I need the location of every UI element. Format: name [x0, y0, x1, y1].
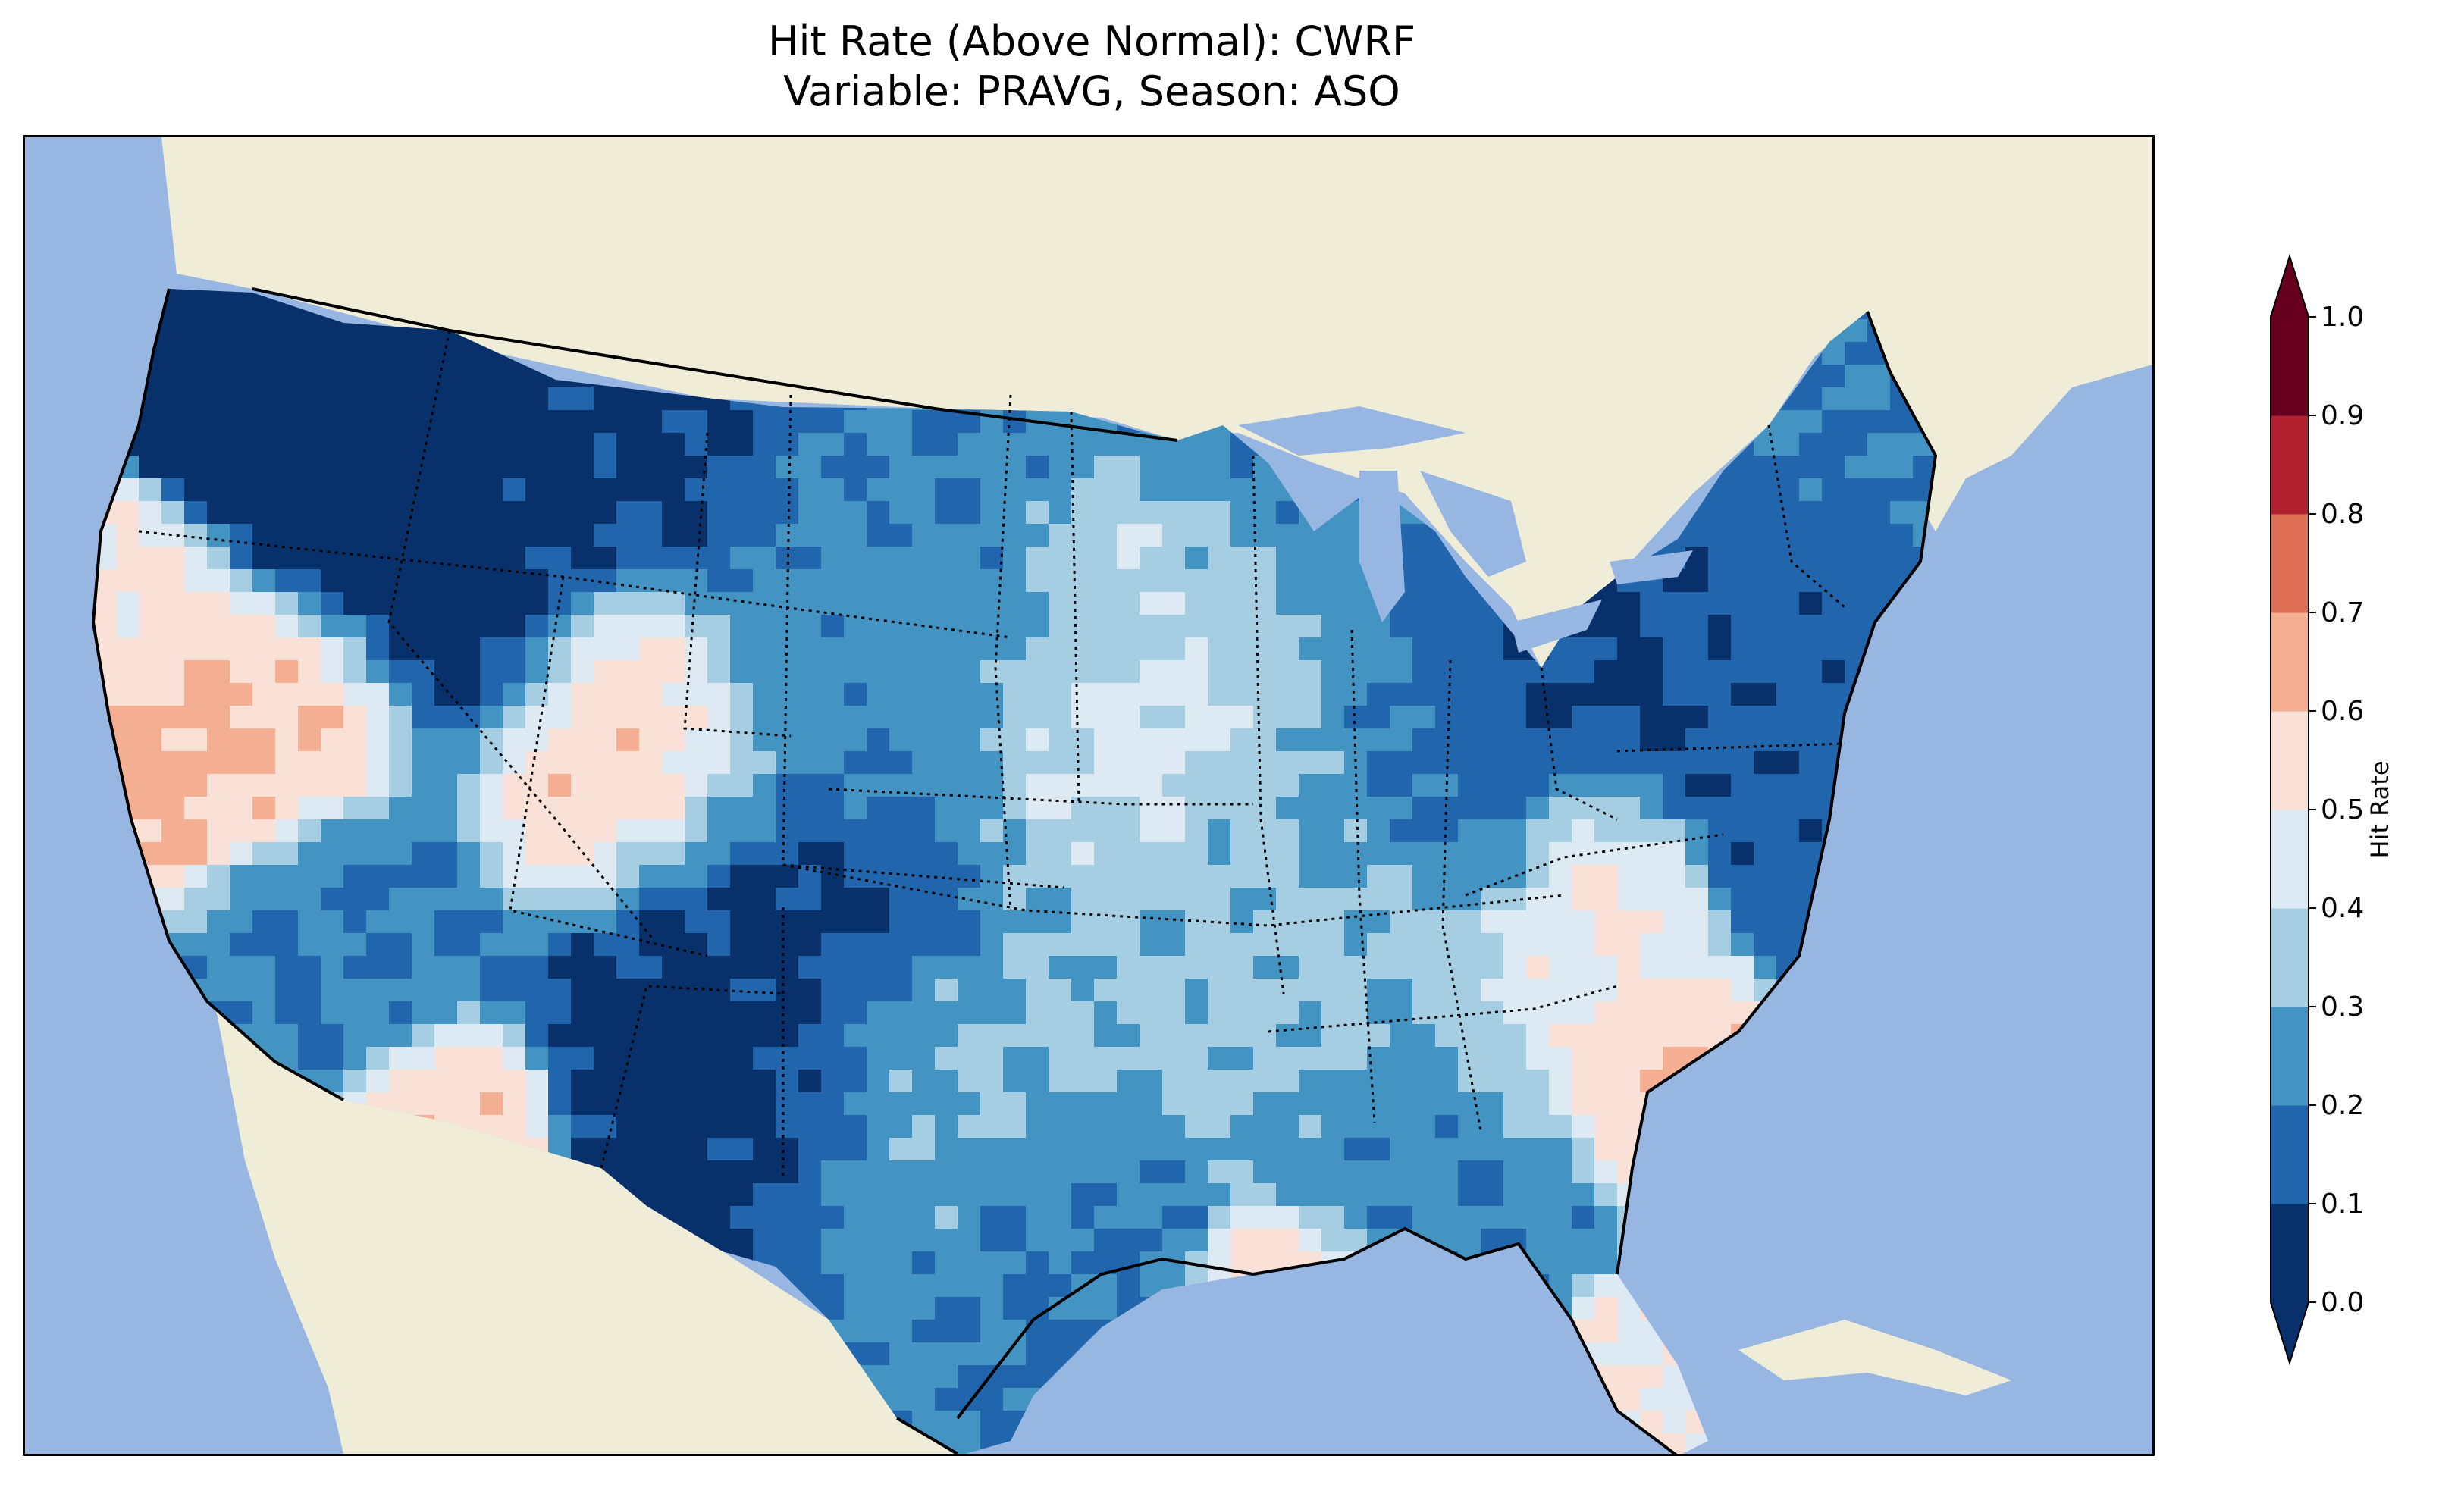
land-baja	[215, 1009, 381, 1380]
colorbar-bin-8	[2271, 415, 2309, 515]
colorbar-bin-4	[2271, 810, 2309, 909]
map-canvas	[91, 137, 2152, 1454]
colorbar-bin-3	[2271, 908, 2309, 1007]
colorbar-tick-label: 0.6	[2321, 696, 2364, 727]
land-canada	[161, 137, 2152, 668]
colorbar-tick-label: 0.8	[2321, 499, 2364, 530]
chart-title: Hit Rate (Above Normal): CWRF Variable: …	[23, 17, 2161, 117]
map-panel	[23, 135, 2155, 1456]
colorbar-tick-label: 0.4	[2321, 893, 2364, 924]
colorbar-bin-9	[2271, 317, 2309, 416]
colorbar-extend-min	[2271, 1302, 2309, 1363]
colorbar-tick-label: 0.1	[2321, 1189, 2364, 1220]
colorbar-tick-label: 0.2	[2321, 1090, 2364, 1121]
coastlines	[91, 287, 1938, 1454]
colorbar-label: Hit Rate	[2365, 760, 2392, 858]
colorbar-tick-label: 0.3	[2321, 991, 2364, 1023]
colorbar-tick-label: 0.0	[2321, 1287, 2364, 1318]
title-line-1: Hit Rate (Above Normal): CWRF	[767, 17, 1416, 65]
colorbar-bins	[2270, 253, 2309, 1366]
colorbar-bin-0	[2271, 1204, 2309, 1303]
colorbar-bin-5	[2271, 711, 2309, 810]
colorbar-tick-label: 0.5	[2321, 794, 2364, 825]
land-cuba	[1738, 1320, 2011, 1395]
colorbar-tick-label: 0.9	[2321, 400, 2364, 431]
colorbar-extend-max	[2271, 256, 2309, 317]
great-lakes	[1238, 406, 1693, 653]
colorbar-tick-label: 0.7	[2321, 597, 2364, 628]
land-mexico	[215, 1001, 958, 1454]
colorbar-bin-7	[2271, 514, 2309, 613]
state-borders	[138, 330, 1845, 1176]
colorbar-bin-6	[2271, 612, 2309, 712]
colorbar-tick-label: 1.0	[2321, 302, 2364, 333]
title-line-2: Variable: PRAVG, Season: ASO	[783, 67, 1400, 115]
colorbar-bin-1	[2271, 1105, 2309, 1204]
colorbar: 0.0 0.1 0.2 0.3 0.4 0.5 0.6 0.7 0.8 0.9 1.0 Hit Ra…	[2270, 253, 2392, 1366]
colorbar-bin-2	[2271, 1007, 2309, 1106]
colorbar-ticks: 0.0 0.1 0.2 0.3 0.4 0.5 0.6 0.7 0.8 0.9 1.0	[2309, 302, 2364, 1318]
